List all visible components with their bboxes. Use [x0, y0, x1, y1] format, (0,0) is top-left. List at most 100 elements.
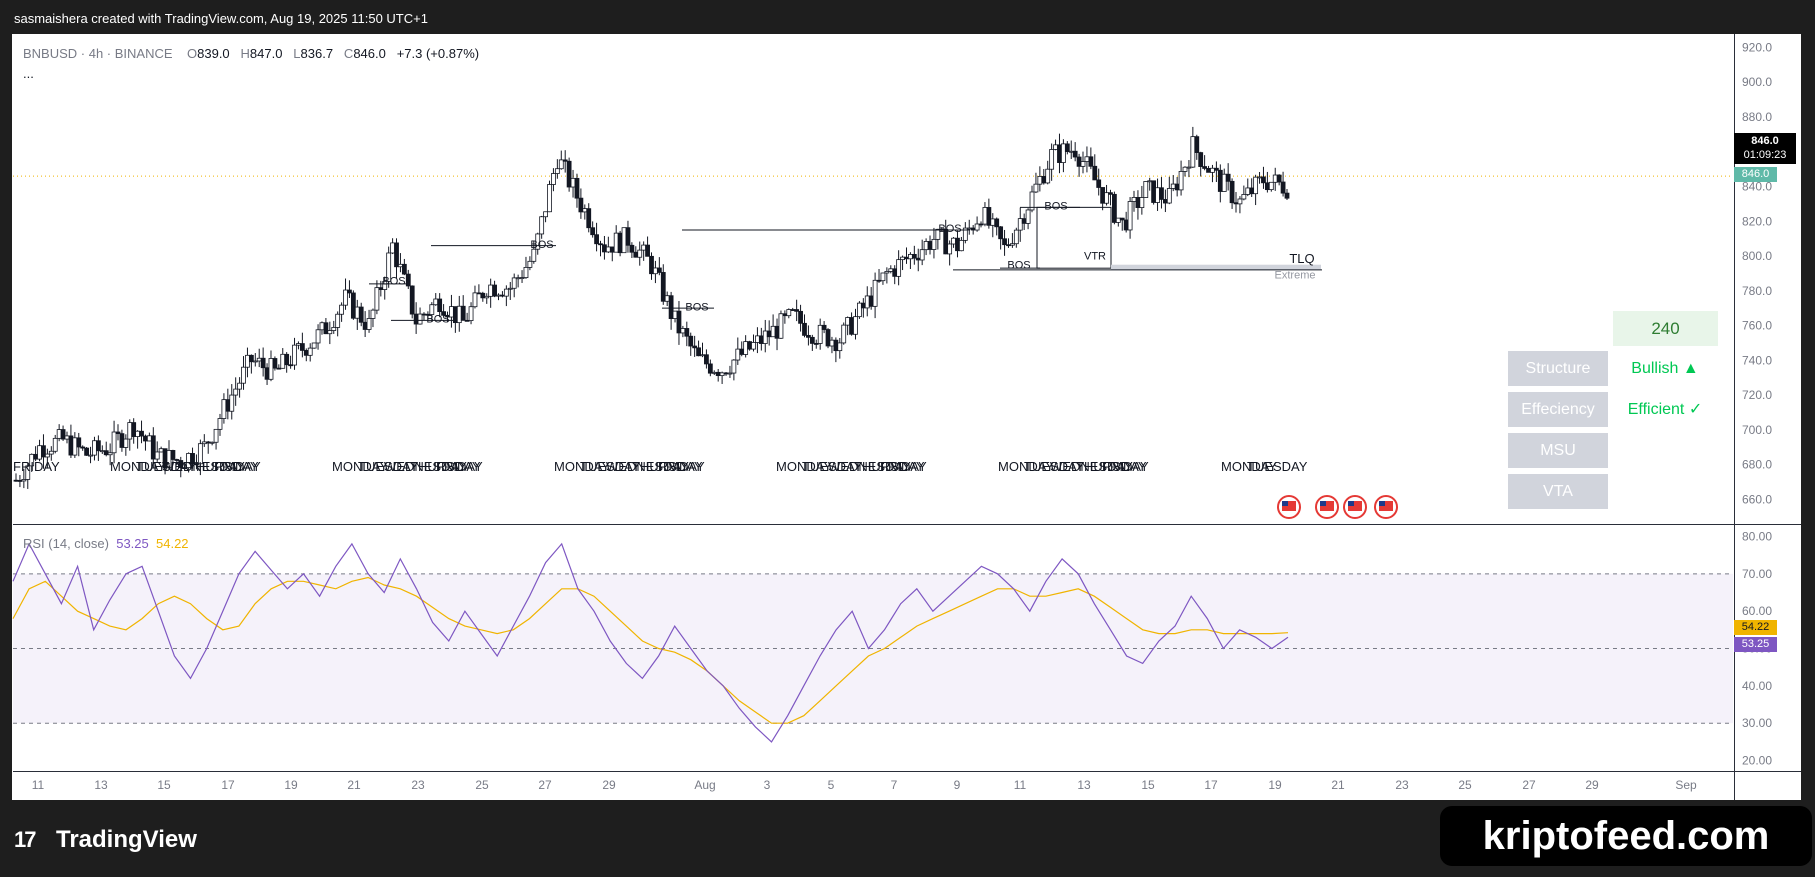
candle	[303, 348, 309, 362]
candle-body	[284, 353, 290, 366]
more-dots[interactable]: ...	[23, 66, 34, 81]
candle-body	[1198, 152, 1204, 167]
candle	[1010, 233, 1015, 248]
candle	[139, 420, 144, 444]
candle-body	[700, 354, 705, 357]
candle-body	[809, 336, 815, 344]
candle-body	[951, 237, 956, 245]
candle	[150, 427, 156, 468]
candle-body	[366, 318, 372, 330]
change-value: +7.3 (+0.87%)	[396, 46, 480, 61]
candle	[880, 272, 886, 285]
candle-body	[598, 243, 603, 246]
candle-body	[213, 428, 219, 443]
candle-body	[1135, 197, 1141, 208]
candle-body	[488, 284, 494, 297]
candle-body	[182, 467, 188, 470]
candle-body	[680, 328, 686, 334]
extreme-zone	[1111, 264, 1321, 270]
candle-body	[821, 324, 827, 330]
candle-body	[237, 382, 243, 390]
candle-body	[1006, 244, 1011, 247]
day-label: FRIDAY	[1102, 459, 1149, 474]
candle	[413, 302, 419, 334]
candle-body	[331, 327, 337, 331]
time-axis-tick: 23	[411, 778, 425, 792]
candle-body	[719, 372, 725, 377]
candle-body	[1245, 187, 1251, 195]
rsi-axis-tick: 40.00	[1742, 679, 1772, 693]
candle	[896, 250, 902, 286]
candle-body	[256, 357, 262, 362]
day-label: FRIDAY	[436, 459, 483, 474]
candle-body	[931, 238, 937, 250]
rsi-axis-tick: 70.00	[1742, 567, 1772, 581]
candle-body	[955, 237, 960, 252]
open-key: O	[187, 46, 198, 61]
candle	[358, 302, 364, 327]
candle-body	[248, 354, 254, 363]
price-axis-tick: 700.0	[1742, 423, 1772, 437]
time-axis-tick: 3	[764, 778, 771, 792]
candle-body	[1186, 166, 1192, 169]
candle	[174, 458, 180, 465]
candle	[1284, 188, 1290, 200]
candle-body	[731, 359, 737, 374]
candle	[331, 320, 337, 334]
candle	[60, 425, 66, 441]
candle	[1213, 161, 1219, 182]
candle	[935, 228, 941, 250]
tradingview-logo[interactable]: 17 TradingView	[14, 826, 197, 854]
candle-body	[500, 294, 505, 297]
candle-body	[790, 309, 796, 311]
candle-body	[590, 227, 596, 236]
candle-body	[1233, 202, 1239, 205]
chart-frame[interactable]	[12, 34, 1801, 800]
candle	[292, 337, 297, 370]
last-price-tag: 846.0	[1734, 167, 1777, 182]
flag-canton	[1379, 501, 1385, 506]
candle-body	[758, 335, 764, 344]
us-flag-icon	[1343, 495, 1367, 519]
candle	[56, 424, 62, 442]
candle-body	[260, 357, 266, 369]
flag-stripes	[1379, 501, 1393, 511]
candle	[1166, 176, 1172, 205]
candle-body	[1151, 180, 1157, 203]
candle-body	[350, 292, 356, 319]
candle-body	[1096, 179, 1102, 188]
candle	[13, 473, 19, 482]
candle	[813, 339, 819, 349]
candle-body	[390, 242, 395, 254]
candle	[197, 439, 203, 476]
candle	[762, 319, 768, 353]
candle	[625, 220, 631, 253]
candle-body	[1045, 168, 1051, 184]
candle-body	[170, 450, 176, 460]
candle-body	[896, 259, 902, 277]
candle-body	[319, 322, 325, 331]
candle-body	[649, 255, 654, 275]
candle-body	[146, 435, 152, 442]
candle-body	[472, 292, 478, 308]
candle-body	[76, 437, 82, 448]
day-label: TUESDAY	[358, 459, 419, 474]
candle-body	[704, 354, 709, 365]
structure-annotations: BOS BOS BOS BOS BOS BOS BOS VTR TLQ Extreme	[369, 201, 1322, 326]
candle	[637, 241, 643, 266]
rsi-value: 53.25	[116, 536, 149, 551]
close-key: C	[343, 46, 354, 61]
candle	[739, 341, 745, 357]
candle-body	[1166, 188, 1172, 204]
candle	[496, 293, 501, 301]
candle	[778, 310, 784, 339]
candle	[213, 428, 219, 450]
candle-body	[1272, 174, 1278, 183]
candle-body	[707, 363, 713, 374]
time-axis-tick: 19	[1268, 778, 1282, 792]
candle	[841, 322, 847, 345]
price-axis-tick: 720.0	[1742, 388, 1772, 402]
candle	[460, 295, 466, 321]
candle-body	[625, 227, 631, 246]
